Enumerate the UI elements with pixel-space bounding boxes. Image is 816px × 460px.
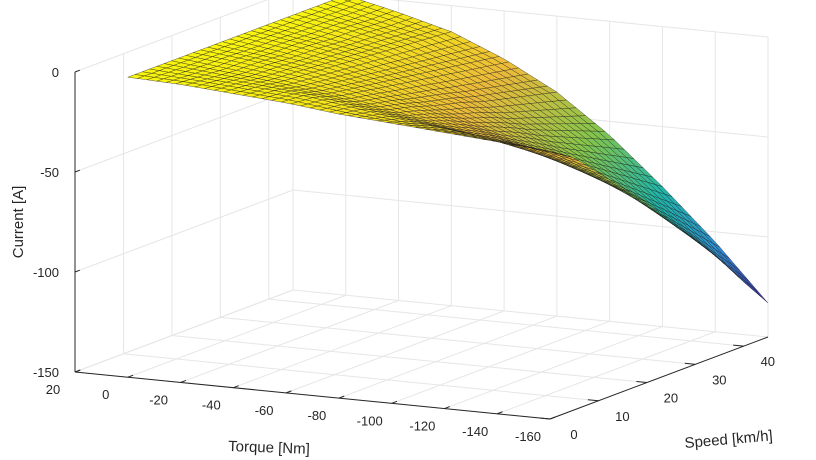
floor-gridline-speed — [123, 353, 599, 402]
y-tick-label: 0 — [570, 427, 577, 442]
z-tick-label: -100 — [33, 265, 59, 280]
x-tick-label: 20 — [46, 382, 60, 397]
left-wall-gridline-current — [74, 89, 294, 173]
floor-gridline-torque — [233, 305, 452, 389]
y-tick-label: 40 — [761, 354, 775, 369]
z-axis-label: Current [A] — [10, 186, 27, 259]
surface-facet — [734, 269, 752, 287]
surface-facet — [724, 259, 742, 276]
y-tick-mark — [636, 381, 647, 384]
floor-gridline-speed — [268, 298, 744, 347]
floor-gridline-speed — [220, 316, 696, 365]
floor-gridline-torque — [127, 294, 346, 378]
floor-gridline-torque — [338, 315, 558, 399]
left-wall-gridline-current — [74, 289, 294, 373]
floor-gridline-torque — [391, 320, 610, 404]
x-tick-mark — [285, 390, 292, 394]
x-tick-label: -40 — [202, 398, 221, 413]
surface-mesh — [127, 0, 769, 304]
x-tick-mark — [180, 379, 187, 383]
z-tick-label: -150 — [33, 365, 59, 380]
z-tick-mark — [74, 369, 81, 373]
y-axis-line — [549, 336, 769, 420]
left-wall-gridline-current — [74, 189, 294, 273]
z-tick-mark — [74, 169, 81, 173]
x-tick-mark — [444, 406, 450, 410]
x-tick-label: -140 — [462, 424, 488, 439]
y-tick-mark — [587, 399, 599, 402]
axes-frame — [74, 69, 769, 420]
floor-gridline-speed — [171, 335, 647, 384]
floor-gridline-torque — [285, 310, 505, 394]
x-tick-mark — [127, 374, 134, 378]
y-tick-label: 30 — [712, 372, 726, 387]
x-tick-label: -60 — [255, 403, 274, 418]
x-tick-label: 0 — [102, 387, 109, 402]
x-tick-mark — [497, 411, 503, 415]
y-axis-label: Speed [km/h] — [684, 427, 774, 452]
y-tick-label: 20 — [664, 391, 678, 406]
z-tick-label: 0 — [52, 65, 59, 80]
floor-gridline-torque — [444, 326, 663, 410]
x-tick-mark — [391, 400, 398, 404]
x-axis-line — [74, 371, 551, 420]
floor-gridline-torque — [497, 331, 716, 415]
z-tick-mark — [74, 69, 81, 73]
x-axis-label: Torque [Nm] — [228, 438, 310, 458]
x-tick-mark — [233, 385, 239, 389]
tick-labels: 20 0 -20 -40 -60 -80 -100 -120 -140 -160 0 10 20 30 40… — [33, 65, 775, 444]
z-tick-mark — [74, 269, 81, 273]
surface-facet — [741, 275, 759, 293]
z-tick-label: -50 — [40, 165, 59, 180]
y-tick-mark — [733, 344, 744, 347]
y-tick-mark — [684, 362, 696, 365]
back-wall-gridline-current — [388, 0, 769, 38]
x-tick-mark — [549, 416, 556, 420]
y-tick-mark — [539, 417, 551, 420]
back-wall-gridline-current — [292, 289, 769, 338]
surface-facet — [750, 285, 769, 304]
x-tick-label: -160 — [515, 429, 541, 444]
x-tick-label: -20 — [149, 392, 168, 407]
floor-gridline-torque — [180, 299, 399, 383]
surface-facet — [540, 149, 558, 154]
y-tick-label: 10 — [615, 409, 629, 424]
x-tick-label: -80 — [308, 408, 327, 423]
x-tick-label: -100 — [357, 413, 383, 428]
x-tick-mark — [338, 395, 345, 399]
x-tick-label: -120 — [409, 419, 435, 434]
left-wall-gridline-current — [74, 0, 268, 73]
